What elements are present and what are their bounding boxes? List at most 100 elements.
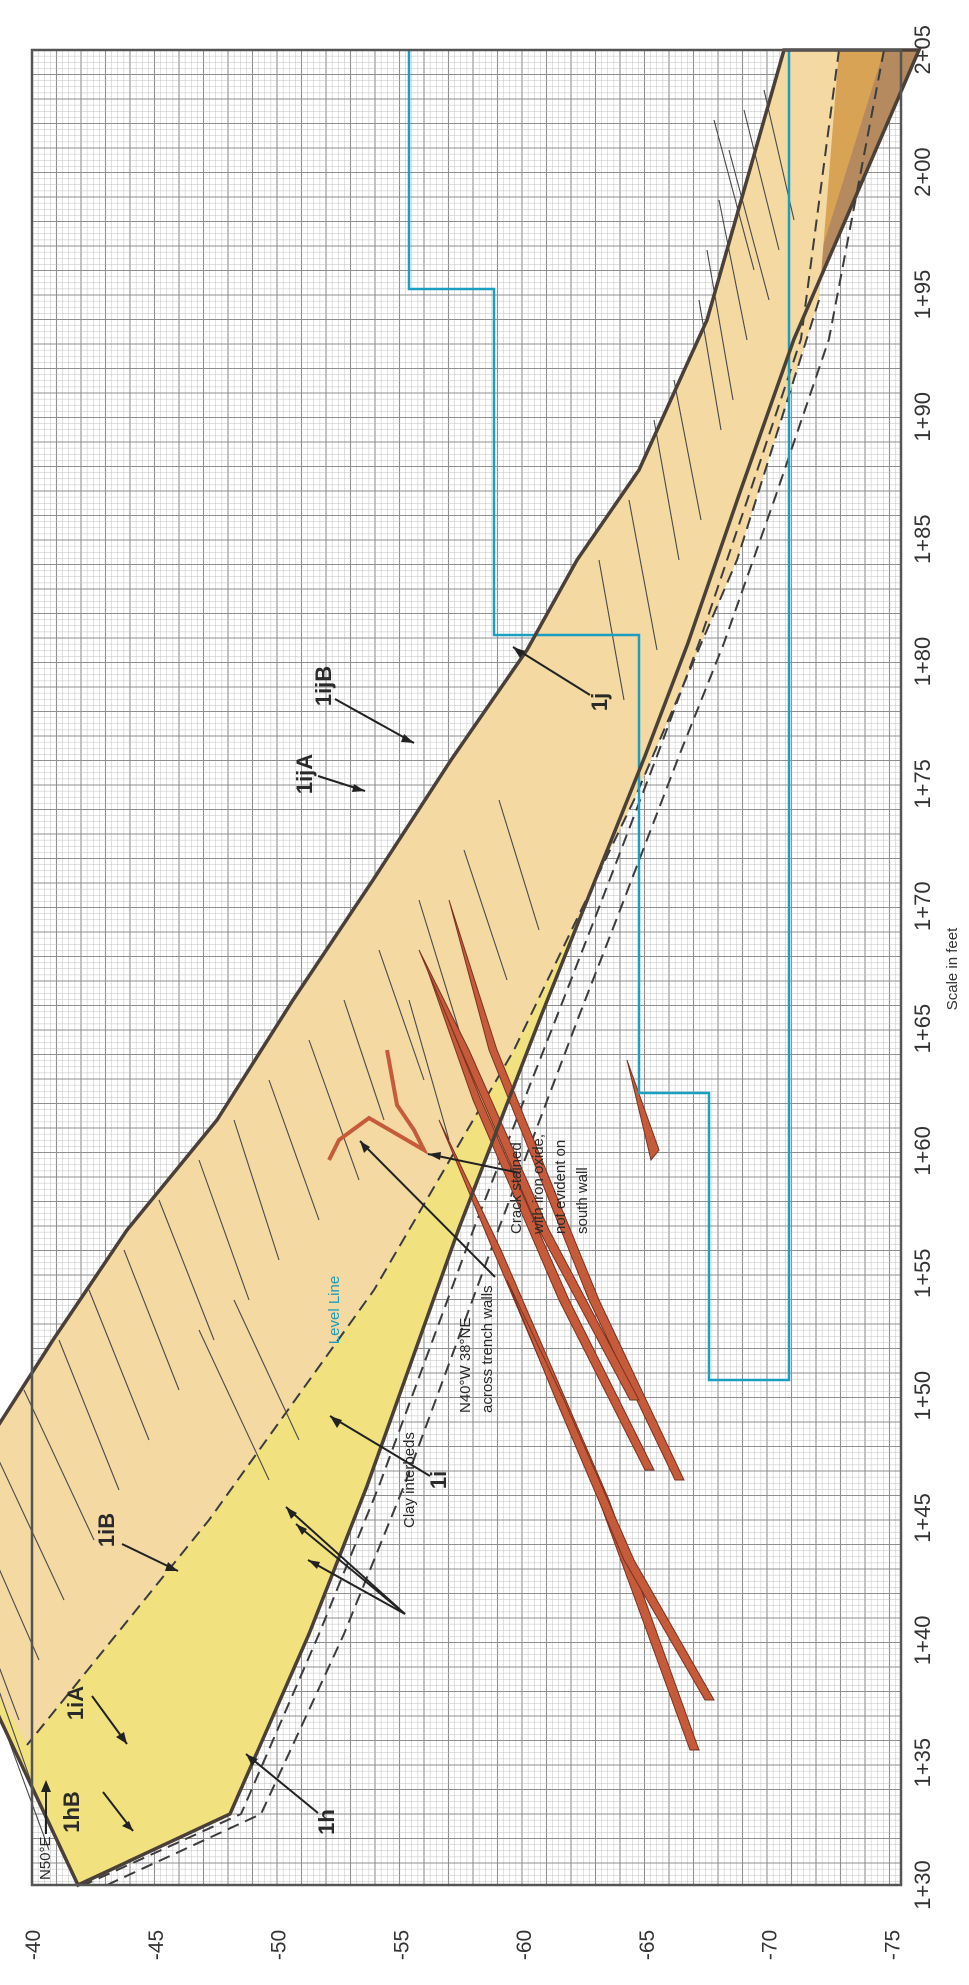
- iron-oxide-crack: [327, 1049, 429, 1161]
- bedding-line: [233, 1119, 280, 1261]
- bedding-line: [498, 799, 540, 931]
- station-tick-label: 1+60: [910, 1126, 935, 1176]
- depth-tick-label: -60: [513, 1930, 536, 1960]
- depth-tick-label: -55: [390, 1930, 413, 1960]
- bedding-line: [0, 1619, 35, 1791]
- clay-interbed: [448, 899, 685, 1481]
- arrowhead-crack: [428, 1152, 441, 1160]
- leader-crack: [427, 1153, 521, 1174]
- station-tick-label: 1+65: [910, 1004, 935, 1054]
- station-axis-labels: 1+30 1+35 1+40 1+45 1+50 1+55 1+60 1+65 1+70 1+75…: [910, 25, 935, 1910]
- bedding-line: [0, 1449, 65, 1601]
- arrowhead-1iB: [165, 1562, 178, 1571]
- leader-1h: [245, 1753, 319, 1814]
- bedding-line: [628, 499, 658, 651]
- clay-interbed: [506, 1279, 715, 1701]
- depth-tick-label: -45: [145, 1930, 168, 1960]
- bedding-line: [343, 999, 385, 1121]
- leader-clay-2: [295, 1523, 406, 1615]
- arrowhead-1h: [246, 1754, 258, 1766]
- arrowhead-1ijB: [401, 734, 414, 743]
- trench-outline: [0, 48, 922, 1888]
- level-line: [407, 50, 791, 1382]
- geology-cross-section: [0, 48, 922, 1888]
- station-tick-label: 1+55: [910, 1248, 935, 1298]
- depth-tick-label: -70: [759, 1930, 782, 1960]
- station-tick-label: 1+85: [910, 514, 935, 564]
- label-1ijA: 1ijA: [292, 754, 317, 794]
- depth-tick-label: -75: [881, 1930, 904, 1960]
- scale-label: Scale in feet: [944, 927, 961, 1010]
- label-1iA: 1iA: [63, 1686, 88, 1720]
- unit-1h: [0, 50, 839, 1745]
- crack-label-line3: not evident on: [552, 1140, 569, 1234]
- bedding-line: [123, 1249, 180, 1391]
- level-line-label: Level Line: [326, 1276, 343, 1344]
- clay-interbeds-label: Clay interbeds: [401, 1432, 418, 1528]
- bedding-line: [23, 1389, 95, 1541]
- station-tick-label: 1+95: [910, 270, 935, 320]
- bedding-line: [158, 1199, 215, 1341]
- station-tick-label: 2+05: [910, 25, 935, 75]
- crack-label-line4: south wall: [574, 1167, 591, 1234]
- clay-interbed: [626, 1059, 660, 1162]
- station-tick-label: 1+45: [910, 1493, 935, 1543]
- bedding-line: [653, 419, 680, 561]
- bedding-line: [0, 1499, 40, 1661]
- leader-1j: [512, 646, 591, 696]
- bedding-line: [418, 899, 460, 1031]
- clay-interbed: [423, 959, 655, 1471]
- leader-1i: [329, 1415, 431, 1477]
- station-tick-label: 1+70: [910, 881, 935, 931]
- label-1ijB: 1ijB: [311, 666, 336, 706]
- crack-label-line2: with iron oxide,: [530, 1134, 547, 1235]
- bedding-line: [718, 199, 748, 341]
- contact-1iA-1iB: [106, 49, 885, 1886]
- bedding-line: [198, 1329, 270, 1481]
- clay-interbed: [418, 949, 640, 1401]
- depth-tick-label: -50: [268, 1930, 291, 1960]
- leader-strike: [359, 1140, 496, 1278]
- bedding-line: [0, 1559, 20, 1721]
- bedding-line: [198, 1159, 250, 1301]
- leader-1ijB: [334, 698, 415, 744]
- bedding-line: [408, 999, 450, 1141]
- arrowhead-1ijA: [352, 784, 365, 792]
- leader-clay-3: [307, 1559, 406, 1615]
- arrowhead-1j: [513, 647, 525, 658]
- bedding-line: [743, 109, 780, 251]
- arrowhead-1iA: [116, 1732, 127, 1744]
- bedding-line: [378, 949, 425, 1081]
- strike-label-line1: N40°W 38°NE: [457, 1318, 474, 1413]
- label-1j: 1j: [587, 693, 612, 711]
- label-1iB: 1iB: [94, 1513, 119, 1547]
- plot-frame: [30, 48, 903, 1887]
- strike-label-line2: across trench walls: [479, 1285, 496, 1413]
- bedding-line: [88, 1289, 150, 1441]
- bedding-line: [58, 1339, 120, 1491]
- depth-tick-label: -65: [636, 1930, 659, 1960]
- crack-label-line1: Crack stained: [508, 1142, 525, 1234]
- bedding-line: [698, 299, 722, 431]
- orientation-label: N50°E: [37, 1836, 54, 1880]
- arrowhead-clay-1: [286, 1507, 297, 1519]
- arrowhead-1i: [330, 1416, 342, 1428]
- orientation-arrowhead: [41, 1780, 51, 1792]
- arrowhead-1hB: [122, 1821, 133, 1831]
- bedding-line: [308, 1039, 360, 1181]
- station-tick-label: 1+90: [910, 392, 935, 442]
- bedding-line: [673, 379, 702, 521]
- contact-1i-1h: [26, 299, 820, 1746]
- contact-1iB-1i: [83, 49, 840, 1886]
- bedding-line: [463, 849, 508, 981]
- bedding-line: [706, 249, 734, 401]
- station-tick-label: 1+35: [910, 1738, 935, 1788]
- arrowhead-clay-2: [296, 1524, 307, 1535]
- bedding-line: [598, 559, 625, 701]
- label-1h: 1h: [314, 1809, 339, 1835]
- station-tick-label: 1+50: [910, 1371, 935, 1421]
- label-1hB: 1hB: [59, 1791, 84, 1833]
- label-1i: 1i: [426, 1471, 451, 1489]
- station-tick-label: 2+00: [910, 147, 935, 197]
